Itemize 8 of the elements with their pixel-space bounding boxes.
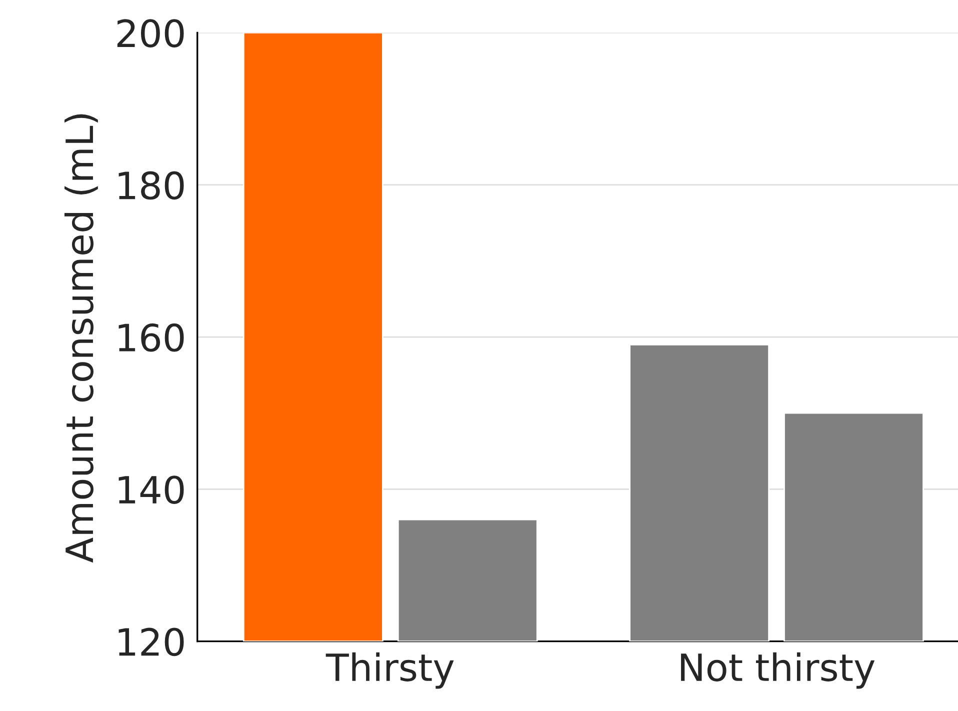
y-tick-label: 140	[118, 476, 184, 504]
y-tick-label: 180	[118, 171, 184, 200]
y-axis-title: Amount consumed (mL)	[64, 114, 98, 563]
y-tick-label: 120	[118, 628, 184, 656]
x-tick-label: Thirsty	[326, 652, 454, 689]
y-tick-label: 200	[117, 19, 184, 48]
y-tick-label: 160	[118, 323, 184, 352]
x-tick-label: Not thirsty	[681, 652, 875, 689]
